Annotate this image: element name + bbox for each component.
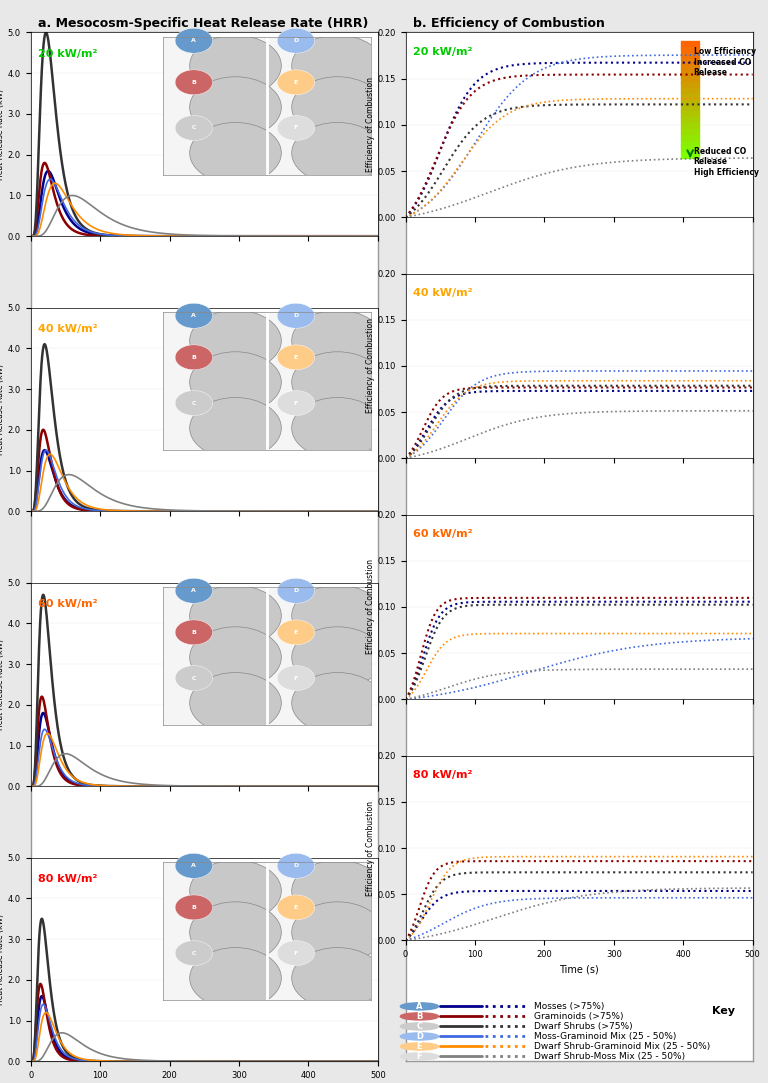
Bar xyxy=(406,0,753,218)
Bar xyxy=(406,0,753,218)
Bar xyxy=(406,0,753,218)
Bar xyxy=(406,0,753,218)
Bar xyxy=(406,0,753,218)
Text: Dwarf Shrubs (>75%): Dwarf Shrubs (>75%) xyxy=(534,1022,633,1031)
Bar xyxy=(681,141,699,147)
Bar xyxy=(406,0,753,218)
Bar xyxy=(681,94,699,100)
Bar xyxy=(681,134,699,141)
Bar xyxy=(406,0,753,218)
Bar xyxy=(406,0,753,218)
Bar xyxy=(681,53,699,60)
Text: Mosses (>75%): Mosses (>75%) xyxy=(534,1002,604,1010)
Bar xyxy=(406,0,753,218)
Bar xyxy=(681,77,699,82)
Bar xyxy=(406,0,753,218)
Bar xyxy=(406,0,753,218)
Text: F: F xyxy=(416,1052,422,1061)
Y-axis label: Heat Release Rate (kW): Heat Release Rate (kW) xyxy=(0,89,5,180)
Text: Dwarf Shrub-Graminoid Mix (25 - 50%): Dwarf Shrub-Graminoid Mix (25 - 50%) xyxy=(534,1042,710,1051)
Text: Low Efficiency
Increased CO
Release: Low Efficiency Increased CO Release xyxy=(694,48,756,77)
Bar xyxy=(681,58,699,65)
Bar xyxy=(681,100,699,106)
Text: b. Efficiency of Combustion: b. Efficiency of Combustion xyxy=(412,17,604,30)
Bar xyxy=(406,0,753,218)
Text: A: A xyxy=(416,1002,422,1010)
Circle shape xyxy=(400,1022,439,1030)
Y-axis label: Heat Release Rate (kW): Heat Release Rate (kW) xyxy=(0,914,5,1005)
Circle shape xyxy=(400,1033,439,1040)
Bar xyxy=(406,0,753,218)
Text: Moss-Graminoid Mix (25 - 50%): Moss-Graminoid Mix (25 - 50%) xyxy=(534,1032,677,1041)
Text: Reduced CO
Release
High Efficiency: Reduced CO Release High Efficiency xyxy=(694,147,759,177)
Text: Dwarf Shrub-Moss Mix (25 - 50%): Dwarf Shrub-Moss Mix (25 - 50%) xyxy=(534,1052,685,1061)
Circle shape xyxy=(400,1013,439,1020)
Text: 40 kW/m²: 40 kW/m² xyxy=(38,324,98,334)
Text: 80 kW/m²: 80 kW/m² xyxy=(412,770,472,781)
Bar xyxy=(681,70,699,77)
Bar xyxy=(681,146,699,153)
Text: C: C xyxy=(416,1022,422,1031)
Text: 40 kW/m²: 40 kW/m² xyxy=(412,288,472,298)
Text: a. Mesocosm-Specific Heat Release Rate (HRR): a. Mesocosm-Specific Heat Release Rate (… xyxy=(38,17,368,30)
Y-axis label: Heat Release Rate (kW): Heat Release Rate (kW) xyxy=(0,364,5,455)
Text: 60 kW/m²: 60 kW/m² xyxy=(412,530,472,539)
Bar xyxy=(681,65,699,70)
Text: Key: Key xyxy=(712,1006,735,1016)
Bar xyxy=(681,88,699,94)
Y-axis label: Efficiency of Combustion: Efficiency of Combustion xyxy=(366,77,375,172)
Bar xyxy=(681,129,699,135)
Text: 20 kW/m²: 20 kW/m² xyxy=(38,49,97,58)
Text: D: D xyxy=(416,1032,423,1041)
Bar xyxy=(406,0,753,218)
Text: B: B xyxy=(416,1012,422,1021)
Circle shape xyxy=(400,1053,439,1060)
Bar xyxy=(681,123,699,129)
Y-axis label: Efficiency of Combustion: Efficiency of Combustion xyxy=(366,800,375,896)
Bar xyxy=(406,0,753,218)
Bar xyxy=(681,105,699,112)
Bar xyxy=(681,112,699,118)
Circle shape xyxy=(400,1043,439,1051)
Bar xyxy=(406,0,753,218)
Text: 60 kW/m²: 60 kW/m² xyxy=(38,599,98,609)
X-axis label: Time (s): Time (s) xyxy=(559,965,599,975)
Text: Graminoids (>75%): Graminoids (>75%) xyxy=(534,1012,624,1021)
Text: 80 kW/m²: 80 kW/m² xyxy=(38,874,97,884)
Bar xyxy=(681,117,699,123)
Text: 20 kW/m²: 20 kW/m² xyxy=(412,48,472,57)
Bar xyxy=(406,0,753,218)
Bar xyxy=(681,153,699,158)
Bar xyxy=(681,82,699,89)
Bar xyxy=(406,0,753,218)
Y-axis label: Efficiency of Combustion: Efficiency of Combustion xyxy=(366,318,375,414)
Bar xyxy=(681,48,699,53)
Y-axis label: Efficiency of Combustion: Efficiency of Combustion xyxy=(366,560,375,654)
Bar xyxy=(681,41,699,48)
Bar xyxy=(406,0,753,218)
Circle shape xyxy=(400,1003,439,1010)
Text: E: E xyxy=(416,1042,422,1051)
Y-axis label: Heat Release Rate (kW): Heat Release Rate (kW) xyxy=(0,639,5,730)
